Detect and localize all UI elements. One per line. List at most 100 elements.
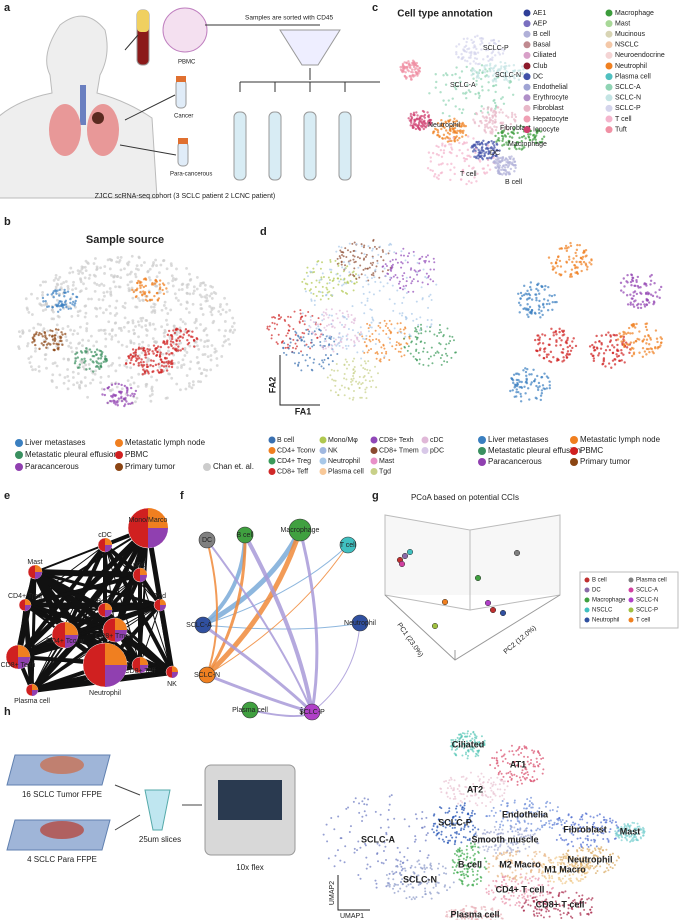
cell-dot (403, 337, 406, 340)
cell-dot (561, 351, 565, 354)
label: 4 SCLC Para FFPE (27, 855, 97, 864)
cell-dot (97, 362, 101, 365)
cell-dot (503, 792, 506, 795)
cell-dot (452, 136, 455, 139)
cell-dot (34, 347, 38, 350)
cell-dot (438, 342, 441, 345)
cell-dot (321, 272, 324, 275)
cell-dot (120, 383, 123, 387)
cell-dot (443, 840, 446, 843)
cell-dot (167, 281, 170, 285)
cell-dot (503, 134, 507, 137)
cell-dot (429, 293, 432, 296)
cell-dot (165, 290, 169, 294)
legend-swatch (523, 94, 531, 102)
node-label: Tgd (154, 593, 166, 600)
cell-dot (475, 735, 478, 738)
cell-dot (567, 246, 570, 249)
cell-dot (400, 331, 403, 334)
cell-dot (455, 807, 458, 810)
cell-dot (504, 126, 507, 129)
cell-dot (618, 332, 621, 335)
cell-dot (455, 832, 458, 835)
cell-dot (592, 346, 595, 350)
cell-dot (449, 785, 452, 788)
cell-dot (440, 127, 443, 131)
cell-dot (98, 349, 101, 352)
cell-dot (582, 841, 585, 844)
cell-dot (368, 338, 371, 341)
cell-dot (551, 300, 554, 304)
cell-dot (477, 754, 480, 757)
cell-dot (187, 329, 190, 333)
cell-dot (569, 241, 572, 245)
cell-dot (572, 257, 575, 260)
pcoa-point (441, 598, 449, 606)
cell-dot (438, 837, 441, 840)
cell-dot (611, 359, 615, 362)
cell-dot (149, 363, 152, 367)
cell-dot (422, 268, 425, 271)
legend-swatch (628, 577, 634, 583)
cell-dot (493, 757, 496, 760)
cell-dot (321, 261, 324, 264)
cell-dot (502, 135, 505, 138)
cell-dot (211, 285, 214, 289)
legend-label: Macrophage (592, 598, 626, 604)
cell-dot (514, 164, 517, 167)
cell-dot (399, 65, 402, 69)
cell-dot (87, 277, 91, 280)
cell-dot (483, 66, 486, 70)
cell-dot (392, 309, 395, 312)
cell-dot (537, 765, 540, 768)
cell-dot (487, 81, 490, 84)
cell-cloud (101, 382, 138, 408)
cell-dot (321, 285, 324, 288)
cell-dot (502, 164, 505, 168)
cell-dot (71, 288, 74, 292)
cell-dot (115, 299, 119, 303)
cell-dot (382, 250, 385, 253)
cell-dot (156, 369, 159, 372)
network-edge (22, 604, 35, 691)
cell-dot (335, 344, 338, 347)
cell-cloud (509, 367, 551, 403)
cell-dot (347, 313, 350, 316)
cell-dot (348, 363, 351, 366)
cell-dot (657, 345, 660, 349)
cell-dot (390, 323, 393, 326)
cell-dot (341, 312, 344, 315)
cell-dot (628, 351, 631, 355)
cell-dot (536, 827, 539, 830)
cell-dot (198, 293, 202, 297)
cell-dot (197, 380, 200, 383)
cell-dot (334, 391, 337, 394)
cell-dot (457, 802, 460, 805)
cell-dot (426, 124, 429, 127)
cell-dot (145, 365, 149, 369)
cell-dot (158, 279, 162, 282)
cell-dot (58, 275, 62, 279)
legend-label: Plasma cell (328, 468, 364, 475)
node-label: Mast (27, 559, 42, 566)
cell-dot (362, 285, 365, 288)
cell-dot (446, 163, 449, 166)
cell-dot (627, 331, 630, 335)
cell-dot (454, 131, 458, 134)
cell-dot (415, 817, 418, 820)
cell-dot (136, 354, 140, 358)
cell-dot (480, 105, 483, 108)
cell-dot (337, 264, 340, 267)
cell-dot (511, 830, 514, 833)
cell-dot (508, 155, 511, 159)
plot-box (384, 594, 561, 661)
cell-dot (452, 787, 455, 790)
cell-dot (76, 269, 80, 272)
cell-dot (321, 291, 324, 294)
cell-dot (44, 280, 47, 284)
cell-dot (465, 65, 468, 69)
panel-title: PCoA based on potential CCIs (411, 493, 519, 502)
cell-dot (436, 134, 439, 137)
cell-dot (280, 316, 283, 319)
cell-dot (487, 113, 491, 116)
